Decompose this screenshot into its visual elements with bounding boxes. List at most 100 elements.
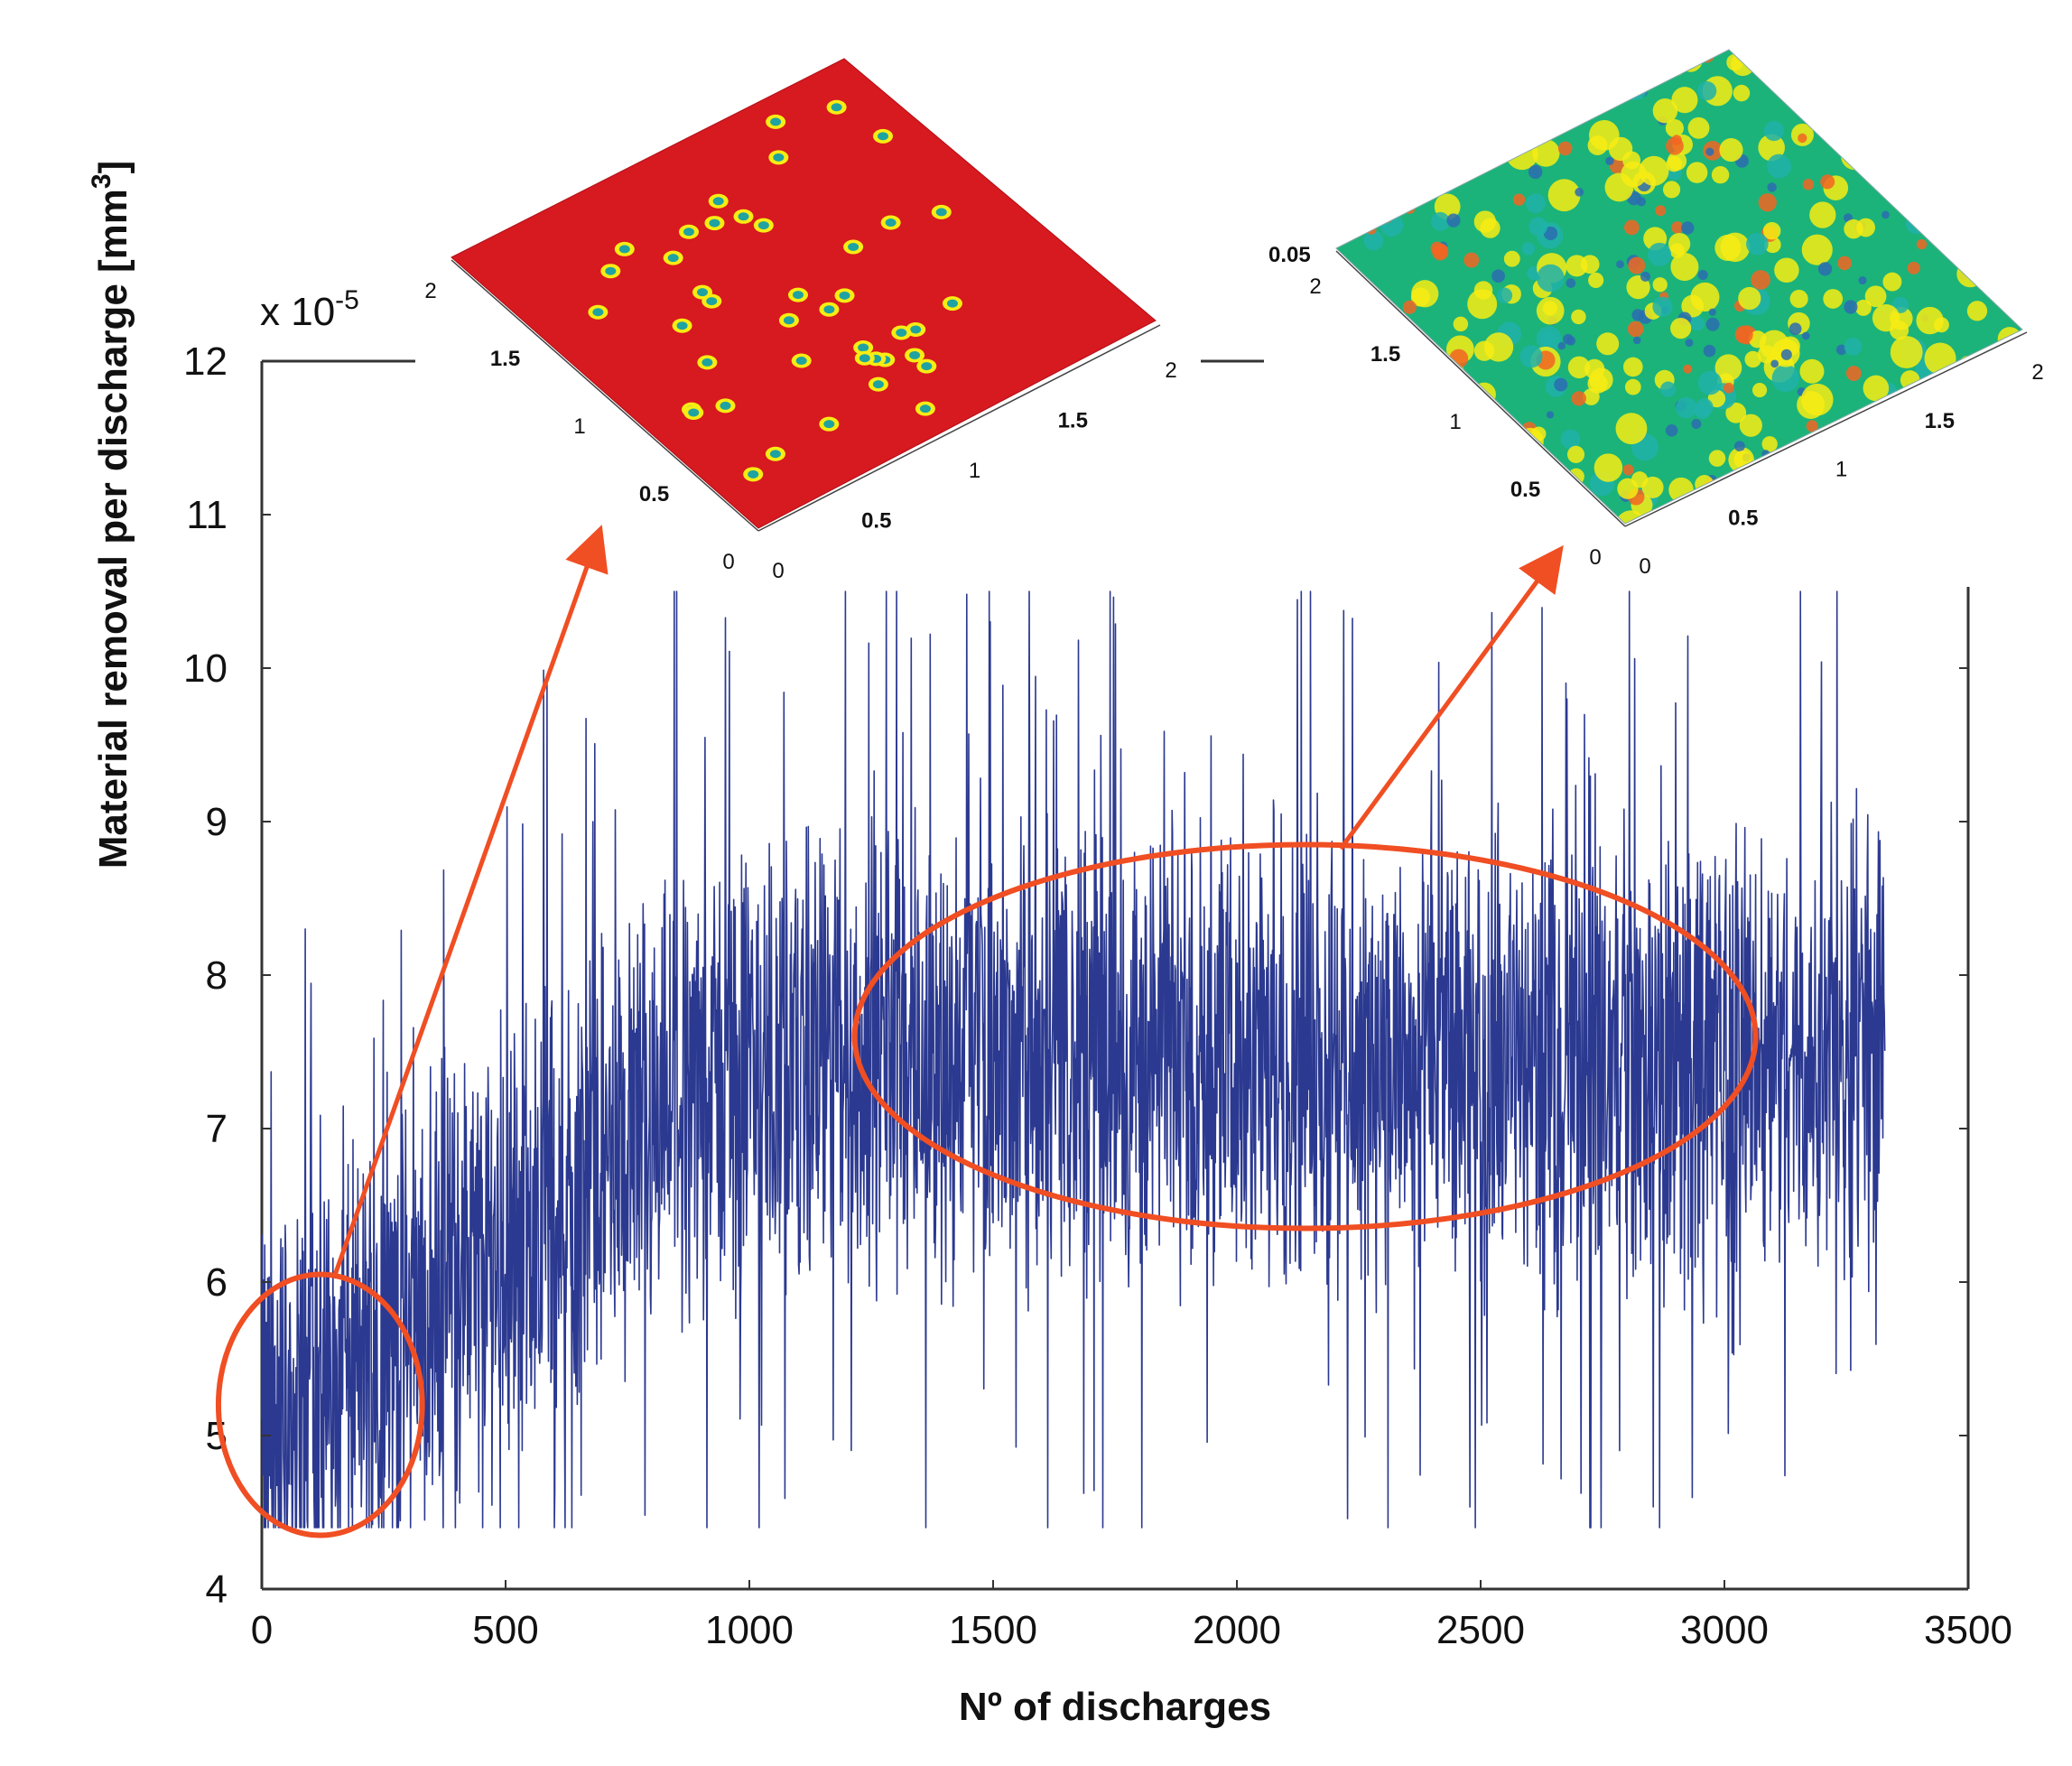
texture-blob <box>1694 497 1714 517</box>
texture-blob <box>1691 419 1702 430</box>
texture-blob <box>1823 76 1843 96</box>
texture-blob <box>2009 494 2022 520</box>
texture-blob <box>1375 410 1401 436</box>
texture-blob <box>1528 217 1548 237</box>
texture-blob <box>1670 317 1692 339</box>
texture-blob <box>1948 469 1956 478</box>
texture-blob <box>1872 469 1895 491</box>
texture-blob <box>1802 179 1815 191</box>
texture-blob <box>1900 370 1920 390</box>
texture-blob <box>1402 300 1417 314</box>
texture-blob <box>2002 253 2022 273</box>
texture-blob <box>1411 280 1439 308</box>
texture-blob <box>1491 269 1505 283</box>
y-axis-title-close: ] <box>91 161 135 174</box>
texture-blob <box>1856 218 1875 237</box>
texture-blob <box>1640 271 1650 282</box>
texture-blob <box>1580 90 1598 108</box>
texture-blob <box>1356 125 1373 142</box>
texture-blob <box>1979 235 2002 258</box>
texture-blob <box>1512 193 1526 206</box>
texture-blob <box>1533 52 1548 68</box>
y-tick-label: 12 <box>183 339 228 384</box>
texture-blob <box>1563 53 1583 74</box>
crater-core <box>946 299 958 308</box>
x-tick-label: 3000 <box>1680 1608 1769 1652</box>
texture-blob <box>1990 501 2007 518</box>
texture-blob <box>1919 107 1929 118</box>
texture-blob <box>1814 517 1833 524</box>
texture-blob <box>1432 171 1456 195</box>
texture-blob <box>1974 76 2007 108</box>
texture-blob <box>1517 98 1528 109</box>
crater-core <box>720 401 731 410</box>
texture-blob <box>1928 69 1944 85</box>
crater-core <box>885 218 897 228</box>
texture-blob <box>1685 339 1694 348</box>
texture-blob <box>1395 116 1409 131</box>
crater-core <box>823 420 835 429</box>
texture-blob <box>1343 482 1354 494</box>
texture-blob <box>1389 50 1410 66</box>
texture-blob <box>1336 359 1346 375</box>
inset-early-side-tick: 1.5 <box>490 347 520 371</box>
crater-core <box>877 132 888 141</box>
texture-blob <box>1761 436 1778 452</box>
crater-core <box>823 305 835 314</box>
texture-blob <box>1668 232 1691 256</box>
texture-blob <box>1994 102 2005 113</box>
texture-blob <box>1571 309 1586 325</box>
texture-blob <box>1894 53 1911 70</box>
texture-blob <box>1937 396 1951 410</box>
texture-blob <box>1968 130 1984 146</box>
arrow-to-early-surface <box>331 525 609 1278</box>
texture-blob <box>1719 137 1743 163</box>
texture-blob <box>1757 345 1776 364</box>
texture-blob <box>1440 66 1453 78</box>
crater-core <box>702 358 713 367</box>
texture-blob <box>1567 356 1591 379</box>
texture-blob <box>1386 366 1402 381</box>
texture-blob <box>1809 201 1836 228</box>
texture-blob <box>1830 125 1858 152</box>
texture-blob <box>1450 50 1483 82</box>
texture-blob <box>1403 202 1416 214</box>
texture-blob <box>1723 382 1734 394</box>
inset-late-side-tick: 1 <box>1449 410 1461 434</box>
texture-blob <box>1977 62 2006 92</box>
texture-blob <box>1605 156 1614 165</box>
texture-blob <box>1857 133 1874 151</box>
texture-blob <box>1507 99 1537 129</box>
inset-early-front-tick: 0.5 <box>861 509 891 534</box>
texture-blob <box>1336 50 1354 67</box>
texture-blob <box>1733 441 1745 452</box>
texture-blob <box>1954 74 1962 82</box>
texture-blob <box>1804 521 1814 524</box>
texture-blob <box>1540 331 1556 347</box>
texture-blob <box>1430 211 1450 231</box>
texture-blob <box>1560 429 1581 450</box>
inset-early-side-tick: 0 <box>722 550 734 574</box>
texture-blob <box>1817 494 1847 524</box>
texture-blob <box>1758 193 1777 212</box>
inset-early-ticks: 0 0 0.5 0.5 1 1 1.5 1.5 2 2 <box>424 279 1176 583</box>
texture-blob <box>1463 252 1480 268</box>
texture-blob <box>1817 262 1833 276</box>
texture-blob <box>1632 336 1641 345</box>
series-group <box>261 590 1886 1529</box>
texture-blob <box>1690 282 1720 312</box>
texture-blob <box>1916 238 1928 250</box>
texture-blob <box>1711 165 1730 184</box>
texture-blob <box>1445 146 1460 161</box>
texture-blob <box>1521 242 1536 256</box>
texture-blob <box>1655 205 1667 217</box>
texture-blob <box>1876 94 1892 110</box>
texture-blob <box>1686 162 1708 183</box>
texture-blob <box>1749 330 1767 349</box>
crater-core <box>712 197 724 206</box>
texture-blob <box>1937 497 1948 507</box>
texture-blob <box>1835 344 1847 356</box>
texture-blob <box>1666 155 1682 172</box>
crater-core <box>858 343 869 352</box>
